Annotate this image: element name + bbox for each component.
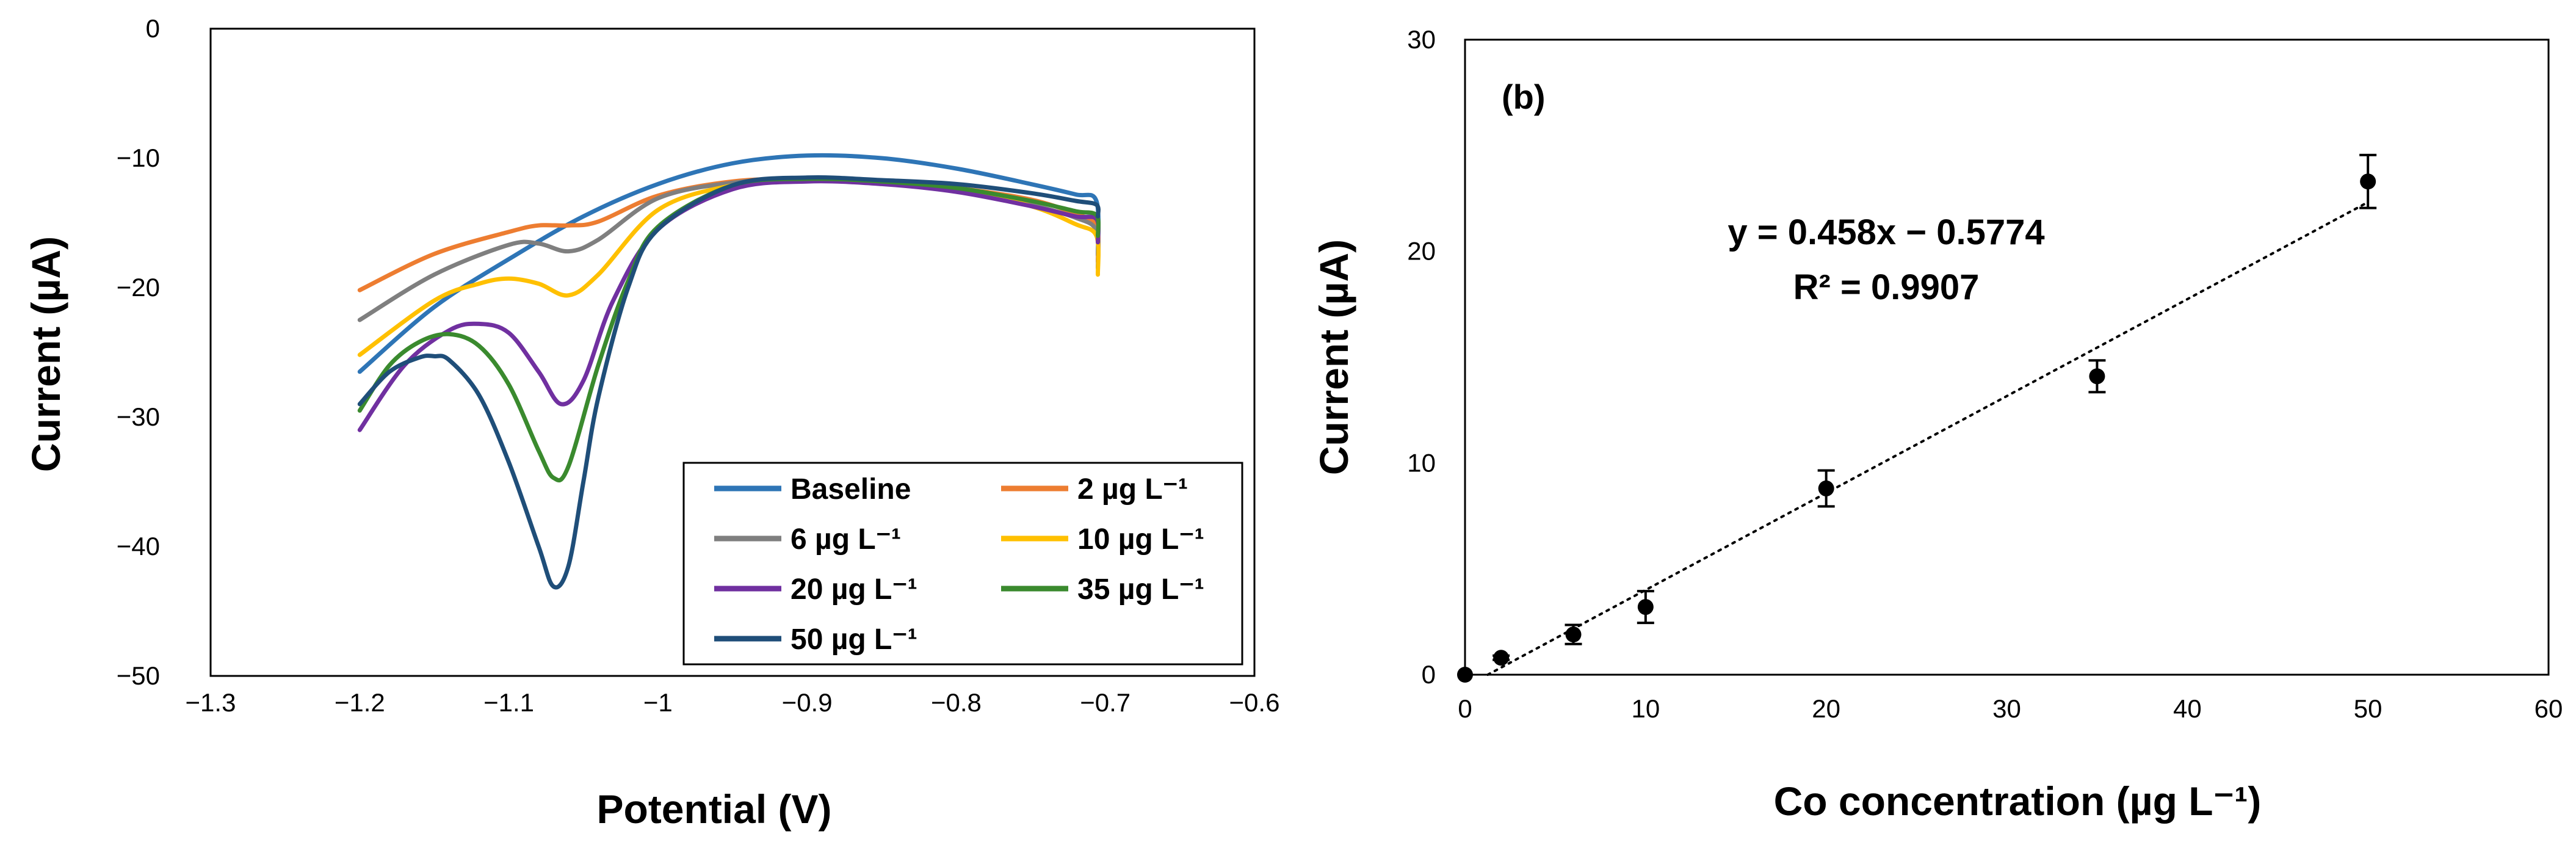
y-tick-label: 30 bbox=[1407, 25, 1436, 54]
y-tick-label: −40 bbox=[117, 532, 160, 561]
data-point bbox=[2360, 173, 2376, 190]
legend-label-10-g-l: 10 µg L⁻¹ bbox=[1077, 523, 1204, 556]
legend-label-2-g-l: 2 µg L⁻¹ bbox=[1077, 473, 1188, 506]
series-line-35-g-l bbox=[357, 176, 1101, 483]
panel-a-legend: Baseline 2 µg L⁻¹ 6 µg L⁻¹ 10 µg L⁻¹ 20 µg L… bbox=[682, 462, 1243, 666]
y-tick-label: −50 bbox=[117, 661, 160, 690]
panel-a-x-axis-title: Potential (V) bbox=[596, 786, 831, 832]
legend-label-35-g-l: 35 µg L⁻¹ bbox=[1077, 573, 1204, 606]
legend-items: Baseline 2 µg L⁻¹ 6 µg L⁻¹ 10 µg L⁻¹ 20 µg L… bbox=[714, 473, 1204, 656]
panel-b-y-tick-labels: 0 10 20 30 bbox=[1407, 25, 1436, 689]
legend-label-50-g-l: 50 µg L⁻¹ bbox=[791, 623, 917, 656]
x-tick-label: −0.9 bbox=[782, 688, 833, 717]
panel-a-voltammogram: −1.3 −1.2 −1.1 −1 −0.9 −0.8 −0.7 −0.6 0 −10 −20 −3… bbox=[23, 14, 1279, 832]
series-line-baseline bbox=[357, 153, 1101, 374]
x-tick-label: −1 bbox=[643, 688, 673, 717]
x-tick-label: −1.1 bbox=[483, 688, 534, 717]
panel-b-x-axis-title: Co concentration (µg L⁻¹) bbox=[1774, 778, 2262, 824]
legend-box bbox=[682, 462, 1243, 666]
series-line-50-g-l bbox=[357, 175, 1101, 590]
y-tick-label: −20 bbox=[117, 273, 160, 302]
panel-b-calibration: 0 10 20 30 40 50 60 0 10 20 30 (b) y = 0.458x − 0… bbox=[1311, 25, 2563, 824]
panel-b-label: (b) bbox=[1502, 78, 1546, 116]
x-tick-label: −1.2 bbox=[335, 688, 385, 717]
panel-b-points-group bbox=[1457, 153, 2377, 683]
panel-a-series-group bbox=[357, 153, 1101, 590]
data-point bbox=[1818, 480, 1834, 496]
x-tick-label: 20 bbox=[1812, 694, 1840, 723]
x-tick-label: 50 bbox=[2354, 694, 2382, 723]
regression-r-squared: R² = 0.9907 bbox=[1793, 267, 1980, 307]
x-tick-label: −0.7 bbox=[1080, 688, 1131, 717]
y-tick-label: 20 bbox=[1407, 237, 1436, 266]
data-point bbox=[1457, 667, 1473, 683]
data-point bbox=[1493, 650, 1510, 666]
panel-b-x-tick-labels: 0 10 20 30 40 50 60 bbox=[1458, 694, 2563, 723]
y-tick-label: 10 bbox=[1407, 448, 1436, 477]
linear-trendline bbox=[1486, 201, 2370, 676]
data-point bbox=[2089, 368, 2105, 385]
data-point bbox=[1637, 599, 1654, 615]
panel-b-plot-frame bbox=[1464, 38, 2550, 676]
x-tick-label: 30 bbox=[1992, 694, 2021, 723]
x-tick-label: 10 bbox=[1631, 694, 1660, 723]
y-tick-label: −30 bbox=[117, 402, 160, 431]
x-tick-label: 40 bbox=[2173, 694, 2202, 723]
x-tick-label: −0.6 bbox=[1229, 688, 1280, 717]
y-tick-label: 0 bbox=[146, 14, 160, 43]
panel-a-x-tick-labels: −1.3 −1.2 −1.1 −1 −0.9 −0.8 −0.7 −0.6 bbox=[186, 688, 1280, 717]
y-tick-label: −10 bbox=[117, 143, 160, 172]
legend-label-6-g-l: 6 µg L⁻¹ bbox=[791, 523, 901, 556]
x-tick-label: −0.8 bbox=[931, 688, 982, 717]
regression-equation: y = 0.458x − 0.5774 bbox=[1728, 212, 2044, 252]
panel-a-y-axis-title: Current (µA) bbox=[23, 236, 68, 472]
panel-b-trendline-group bbox=[1486, 201, 2370, 676]
legend-label-baseline: Baseline bbox=[791, 473, 911, 506]
panel-b-y-axis-title: Current (µA) bbox=[1311, 239, 1356, 475]
panel-a-plot-frame bbox=[209, 27, 1256, 677]
x-tick-label: −1.3 bbox=[186, 688, 236, 717]
data-point bbox=[1565, 626, 1582, 643]
x-tick-label: 0 bbox=[1458, 694, 1472, 723]
legend-label-20-g-l: 20 µg L⁻¹ bbox=[791, 573, 917, 606]
panel-a-y-tick-labels: 0 −10 −20 −30 −40 −50 bbox=[117, 14, 160, 690]
y-tick-label: 0 bbox=[1422, 660, 1436, 689]
x-tick-label: 60 bbox=[2534, 694, 2563, 723]
